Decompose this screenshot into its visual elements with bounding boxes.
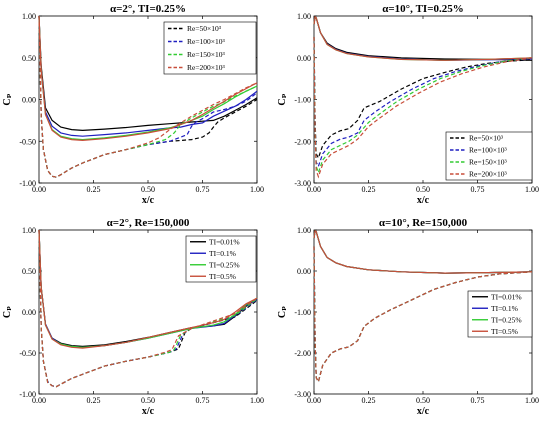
series-line-lower bbox=[313, 36, 533, 179]
x-tick-label: 0.50 bbox=[141, 185, 155, 194]
x-tick-label: 0.75 bbox=[471, 185, 485, 194]
y-tick-label: 0.00 bbox=[297, 54, 311, 63]
x-tick-label: 0.25 bbox=[87, 396, 101, 405]
x-tick-label: 1.00 bbox=[525, 396, 539, 405]
x-tick-label: 0.25 bbox=[87, 185, 101, 194]
series-line-lower bbox=[38, 15, 258, 178]
x-tick-label: 0.25 bbox=[362, 185, 376, 194]
y-tick-label: 0.00 bbox=[297, 267, 311, 276]
y-tick-label: -3.00 bbox=[294, 390, 311, 399]
x-axis-label: x/c bbox=[142, 195, 155, 206]
legend-box bbox=[467, 290, 533, 338]
x-tick-label: 1.00 bbox=[250, 185, 264, 194]
x-tick-label: 0.00 bbox=[32, 396, 46, 405]
x-tick-label: 0.00 bbox=[32, 185, 46, 194]
series-line-lower bbox=[38, 229, 258, 388]
x-tick-label: 0.75 bbox=[196, 396, 210, 405]
legend-label: TI=0.1% bbox=[491, 304, 518, 313]
legend-box bbox=[185, 235, 257, 283]
x-tick-label: 0.00 bbox=[307, 185, 321, 194]
chart-title: α=10°, Re=150,000 bbox=[379, 217, 468, 229]
y-tick-label: 1.00 bbox=[22, 226, 36, 235]
y-tick-label: -2.00 bbox=[294, 137, 311, 146]
x-tick-label: 0.00 bbox=[307, 396, 321, 405]
x-axis-label: x/c bbox=[417, 406, 430, 417]
legend-label: Re=200×10³ bbox=[469, 170, 508, 179]
y-tick-label: -3.00 bbox=[294, 179, 311, 188]
chart-title: α=2°, Re=150,000 bbox=[107, 217, 190, 229]
x-tick-label: 1.00 bbox=[525, 185, 539, 194]
y-tick-label: -0.50 bbox=[19, 349, 36, 358]
legend-label: Re=100×10³ bbox=[187, 37, 226, 46]
legend-label: Re=50×10³ bbox=[469, 134, 504, 143]
x-tick-label: 1.00 bbox=[250, 396, 264, 405]
chart-title: α=2°, TI=0.25% bbox=[110, 3, 186, 15]
legend-label: TI=0.5% bbox=[209, 272, 236, 281]
chart-panel-1: α=2°, TI=0.25% 0.00 0.25 0.50 0.75 1.00 1.00 0.… bbox=[2, 3, 264, 206]
y-tick-label: 0.50 bbox=[22, 267, 36, 276]
series-line-upper bbox=[38, 229, 258, 349]
legend-label: TI=0.5% bbox=[491, 327, 518, 336]
y-axis-label: Cₚ bbox=[2, 306, 13, 318]
y-tick-label: 0.50 bbox=[22, 54, 36, 63]
x-tick-label: 0.50 bbox=[416, 396, 430, 405]
legend-box bbox=[163, 21, 257, 75]
series-line-lower bbox=[313, 36, 533, 175]
x-tick-label: 0.25 bbox=[362, 396, 376, 405]
y-axis-label: Cₚ bbox=[2, 93, 13, 105]
x-tick-label: 0.75 bbox=[471, 396, 485, 405]
y-tick-label: -1.00 bbox=[294, 96, 311, 105]
y-tick-label: 0.00 bbox=[22, 308, 36, 317]
legend-label: Re=150×10³ bbox=[187, 50, 226, 59]
y-tick-label: -2.00 bbox=[294, 349, 311, 358]
series-line-upper bbox=[313, 15, 533, 61]
series-line-upper bbox=[313, 229, 533, 274]
y-tick-label: -1.00 bbox=[294, 308, 311, 317]
chart-panel-2: α=10°, TI=0.25% 0.00 0.25 0.50 0.75 1.00 1.00 0… bbox=[277, 3, 539, 206]
y-tick-label: -0.50 bbox=[19, 137, 36, 146]
legend-label: TI=0.01% bbox=[209, 237, 240, 246]
series-line-upper bbox=[38, 15, 258, 137]
series-line-upper bbox=[38, 15, 258, 142]
chart-title: α=10°, TI=0.25% bbox=[382, 3, 463, 15]
series-line-upper bbox=[38, 15, 258, 132]
x-tick-label: 0.50 bbox=[416, 185, 430, 194]
y-tick-label: 1.00 bbox=[297, 226, 311, 235]
y-axis-label: Cₚ bbox=[277, 306, 288, 318]
y-tick-label: 1.00 bbox=[297, 12, 311, 21]
chart-panel-3: α=2°, Re=150,000 0.00 0.25 0.50 0.75 1.00 1.00… bbox=[2, 217, 264, 417]
y-tick-label: 0.00 bbox=[22, 96, 36, 105]
y-axis-label: Cₚ bbox=[277, 93, 288, 105]
legend-label: Re=100×10³ bbox=[469, 146, 508, 155]
x-axis-label: x/c bbox=[142, 406, 155, 417]
x-tick-label: 0.75 bbox=[196, 185, 210, 194]
legend-box bbox=[445, 131, 533, 181]
x-axis-label: x/c bbox=[417, 195, 430, 206]
x-tick-label: 0.50 bbox=[141, 396, 155, 405]
y-tick-label: -1.00 bbox=[19, 390, 36, 399]
legend-label: Re=200×10³ bbox=[187, 63, 226, 72]
legend-label: Re=50×10³ bbox=[187, 24, 222, 33]
legend-label: TI=0.25% bbox=[491, 315, 522, 324]
series-line-lower bbox=[313, 36, 533, 168]
series-line-lower bbox=[313, 36, 533, 160]
series-line-lower bbox=[313, 246, 533, 384]
y-tick-label: 1.00 bbox=[22, 12, 36, 21]
y-tick-label: -1.00 bbox=[19, 179, 36, 188]
legend-label: Re=150×10³ bbox=[469, 158, 508, 167]
legend-label: TI=0.1% bbox=[209, 249, 236, 258]
legend-label: TI=0.25% bbox=[209, 260, 240, 269]
legend-label: TI=0.01% bbox=[491, 292, 522, 301]
chart-panel-4: α=10°, Re=150,000 0.00 0.25 0.50 0.75 1.00 1.0… bbox=[277, 217, 539, 417]
